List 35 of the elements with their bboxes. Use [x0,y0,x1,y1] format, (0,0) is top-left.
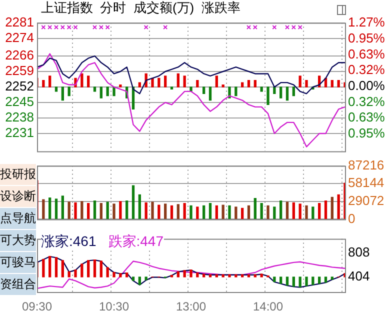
y-tick-label: 2238 [5,110,34,125]
text: 点导航 [0,208,36,229]
text: 资组合 [0,274,36,295]
y-tick-label: 87216 [348,157,384,172]
y2-tick-label: 0.95% [348,125,386,140]
y-tick-label: 2231 [5,125,34,140]
text: 可骏马 [0,252,36,273]
y-tick-label: 2281 [5,14,34,30]
y-tick-label: 0 [348,210,356,226]
y2-tick-label: 0.63% [348,109,386,124]
y-tick-label: 2259 [5,63,34,78]
y2-tick-label: 0.32% [348,94,386,109]
y-tick-label: 404 [348,268,370,284]
series-label: 涨家:461 [41,233,96,249]
x-tick-label: 10:30 [98,300,130,314]
y-tick-label: 58144 [348,175,384,190]
y-tick-label: 2266 [5,48,34,63]
y2-tick-label: 0.00% [348,78,386,93]
x-tick-label: 13:00 [176,300,206,314]
y-tick-label: 2245 [5,94,34,110]
text: 投研报 [0,164,36,185]
x-tick-label: 09:30 [22,300,52,314]
y2-tick-label: 0.95% [348,30,386,46]
x-tick-label: 14:00 [252,300,284,314]
y2-tick-label: 0.63% [348,46,386,62]
y-tick-label: 29072 [348,192,384,208]
y-tick-label: 808 [348,244,370,260]
text: 可大势 [0,230,36,251]
series-label: 跌家:447 [108,233,164,249]
y-tick-label: 2274 [5,30,34,45]
y2-tick-label: 1.27% [348,14,386,30]
y2-tick-label: 0.32% [348,62,386,77]
y-tick-label: 2252 [5,78,34,94]
text: 设诊断 [0,186,36,207]
chart-title: 上证指数 分时 成交额(万) 涨跌率 [41,0,240,16]
